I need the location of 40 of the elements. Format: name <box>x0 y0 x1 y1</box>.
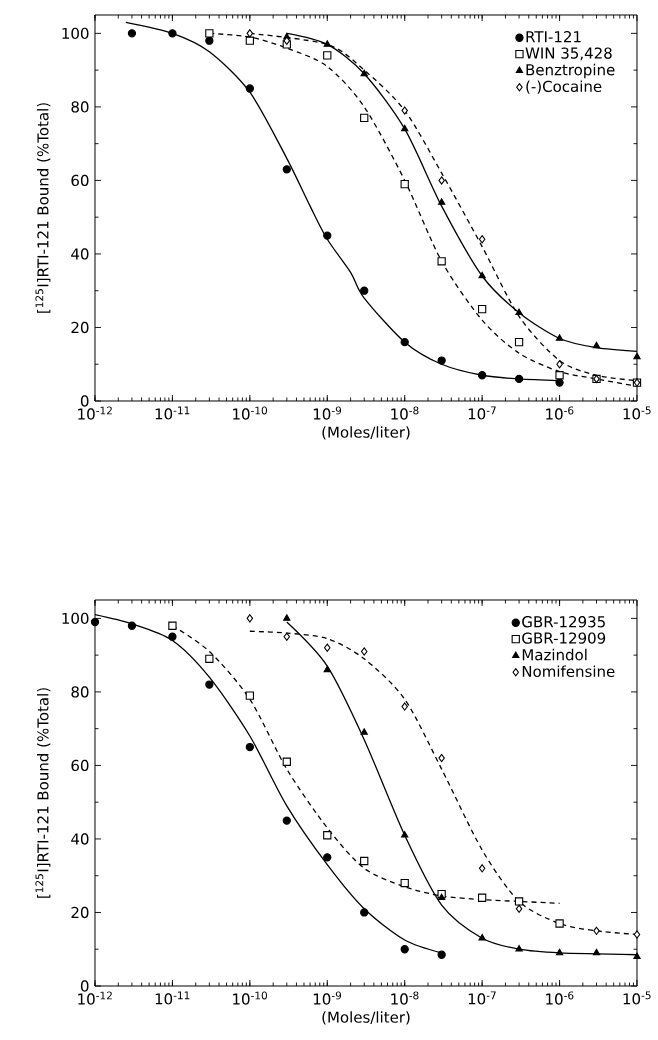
x-axis-title: (Moles/liter) <box>322 426 410 440</box>
legend-label: RTI-121 <box>526 31 581 43</box>
x-tick-label: 10$^{-11}$ <box>155 406 190 420</box>
y-tick-label: 20 <box>71 906 89 919</box>
x-tick-label: 10$^{-5}$ <box>623 406 651 420</box>
y-tick-label: 100 <box>62 27 89 40</box>
x-tick-label: 10$^{-5}$ <box>623 991 651 1005</box>
x-tick-label: 10$^{-8}$ <box>391 991 419 1005</box>
x-tick-label: 10$^{-11}$ <box>155 991 190 1005</box>
x-tick-label: 10$^{-7}$ <box>468 406 496 420</box>
x-tick-label: 10$^{-12}$ <box>78 406 112 420</box>
y-tick-label: 20 <box>71 321 89 334</box>
legend-label: Mazindol <box>522 648 587 661</box>
x-tick-label: 10$^{-9}$ <box>313 991 342 1005</box>
y-axis-title: [$^{125}$I]RTI-121 Bound (%Total) <box>35 688 51 898</box>
x-axis-title: (Moles/liter) <box>322 1011 410 1025</box>
x-tick-label: 10$^{-6}$ <box>546 991 574 1005</box>
y-tick-label: 80 <box>71 101 89 113</box>
y-tick-label: 40 <box>71 248 89 260</box>
x-tick-label: 10$^{-12}$ <box>78 991 112 1005</box>
x-tick-label: 10$^{-7}$ <box>468 991 496 1005</box>
legend-label: WIN 35,428 <box>525 47 612 61</box>
x-tick-label: 10$^{-10}$ <box>233 406 268 420</box>
legend-label: GBR-12909 <box>522 632 606 644</box>
x-tick-label: 10$^{-8}$ <box>391 406 419 420</box>
legend-label: Benztropine <box>526 63 615 79</box>
legend-label: (-)Cocaine <box>526 80 602 94</box>
y-tick-label: 0 <box>80 980 89 992</box>
y-tick-label: 60 <box>71 759 89 772</box>
y-tick-label: 100 <box>62 612 89 625</box>
y-tick-label: 80 <box>71 686 89 698</box>
legend-label: GBR-12935 <box>522 616 605 628</box>
y-axis-title: [$^{125}$I]RTI-121 Bound (%Total) <box>35 103 51 313</box>
y-tick-label: 60 <box>71 174 89 187</box>
x-tick-label: 10$^{-10}$ <box>233 991 268 1005</box>
x-tick-label: 10$^{-9}$ <box>313 406 342 420</box>
legend-label: Nomifensine <box>522 665 615 678</box>
x-tick-label: 10$^{-6}$ <box>546 406 574 420</box>
y-tick-label: 0 <box>80 395 89 407</box>
y-tick-label: 40 <box>71 833 89 845</box>
